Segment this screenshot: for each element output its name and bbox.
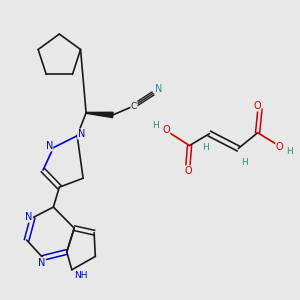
Text: O: O — [253, 101, 261, 111]
Text: H: H — [152, 121, 159, 130]
Text: N: N — [46, 141, 53, 151]
Text: NH: NH — [74, 271, 88, 280]
Text: N: N — [25, 212, 32, 222]
Text: C: C — [131, 101, 137, 110]
Polygon shape — [86, 112, 113, 118]
Text: O: O — [162, 125, 170, 135]
Text: O: O — [276, 142, 283, 152]
Text: H: H — [242, 158, 248, 167]
Text: N: N — [38, 258, 46, 268]
Text: O: O — [184, 166, 192, 176]
Text: N: N — [154, 84, 162, 94]
Text: H: H — [286, 147, 292, 156]
Text: N: N — [78, 129, 85, 139]
Text: H: H — [202, 143, 209, 152]
